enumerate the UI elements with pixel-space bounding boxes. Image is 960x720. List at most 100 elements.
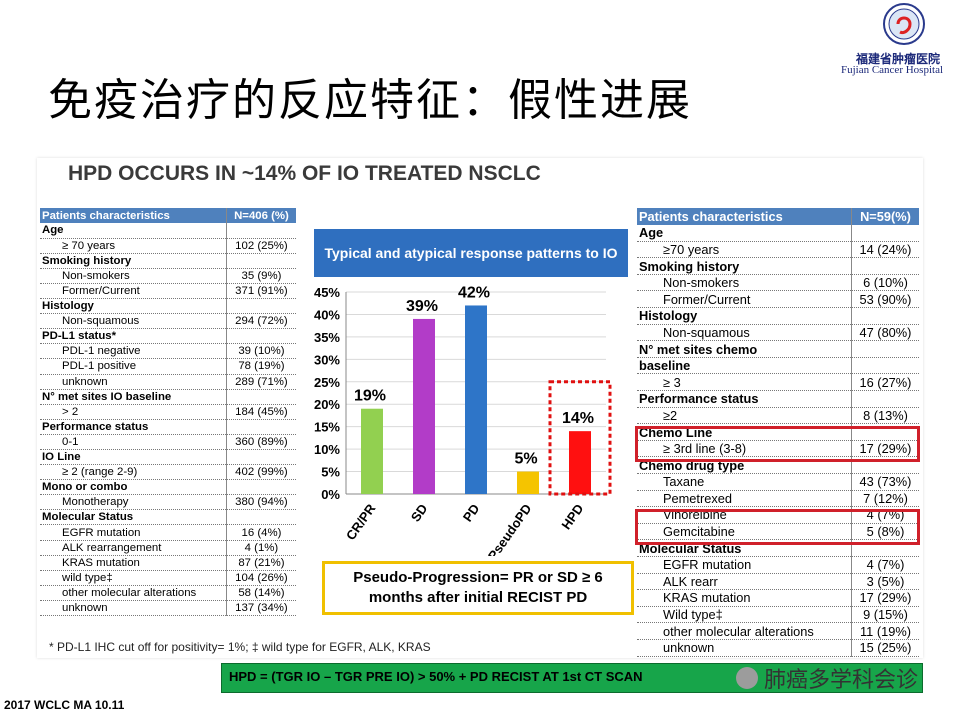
row-value: [226, 449, 296, 466]
row-label: Wild type‡: [637, 606, 852, 624]
section-row: Performance status: [637, 390, 919, 408]
panel-title: HPD OCCURS IN ~14% OF IO TREATED NSCLC: [68, 162, 541, 185]
row-label: Molecular Status: [40, 509, 227, 526]
row-label: Smoking history: [637, 257, 852, 275]
row-label: baseline: [637, 357, 852, 375]
section-row: Histology: [40, 298, 296, 315]
row-label: Age: [40, 223, 227, 239]
row-label: Performance status: [637, 390, 852, 408]
table-row: KRAS mutation 87 (21%): [40, 555, 296, 571]
y-tick-label: 30%: [314, 352, 340, 367]
row-label: Non-squamous: [40, 313, 227, 330]
section-row: Performance status: [40, 419, 296, 435]
row-label: KRAS mutation: [637, 589, 852, 607]
row-value: 47 (80%): [851, 324, 919, 342]
table-row: unknown 15 (25%): [637, 639, 919, 657]
row-label: Performance status: [40, 419, 227, 435]
row-value: 402 (99%): [226, 464, 296, 481]
table-row: unknown 289 (71%): [40, 374, 296, 390]
y-tick-label: 15%: [314, 420, 340, 435]
table-row: ≥ 2 (range 2-9) 402 (99%): [40, 464, 296, 481]
bar-pd: [465, 305, 487, 494]
row-label: Non-smokers: [637, 274, 852, 292]
row-label: ≥ 70 years: [40, 238, 227, 254]
row-value: 104 (26%): [226, 570, 296, 586]
table-row: Former/Current 53 (90%): [637, 290, 919, 309]
hpd-definition-bar: [221, 663, 923, 693]
row-label: EGFR mutation: [637, 556, 852, 574]
row-value: 6 (10%): [851, 274, 919, 292]
table-row: unknown 137 (34%): [40, 600, 296, 617]
wechat-watermark: 肺癌多学科会诊: [736, 663, 936, 693]
row-value: 137 (34%): [226, 600, 296, 617]
table-row: PDL-1 positive 78 (19%): [40, 358, 296, 375]
section-row: baseline: [637, 357, 919, 375]
row-label: EGFR mutation: [40, 524, 227, 541]
row-label: Mono or combo: [40, 479, 227, 496]
table-row: Monotherapy 380 (94%): [40, 494, 296, 511]
vinorelbine-gemcitabine-highlight: [635, 509, 920, 545]
row-value: [851, 224, 919, 242]
footer-citation: 2017 WCLC MA 10.11: [4, 698, 125, 712]
row-label: ≥70 years: [637, 241, 852, 259]
right-header-value: N=59(%): [851, 208, 919, 225]
row-label: N° met sites IO baseline: [40, 389, 227, 405]
right-header-label: Patients characteristics: [637, 208, 852, 225]
row-value: 4 (7%): [851, 556, 919, 574]
row-value: 289 (71%): [226, 374, 296, 390]
row-label: Histology: [40, 298, 227, 315]
data-label: 14%: [562, 410, 594, 427]
table-row: Non-smokers 6 (10%): [637, 274, 919, 292]
left-header-value: N=406 (%): [226, 208, 296, 224]
table-row: ≥70 years 14 (24%): [637, 241, 919, 259]
row-value: 9 (15%): [851, 606, 919, 624]
hpd-highlight-box: [548, 380, 612, 496]
row-value: 294 (72%): [226, 313, 296, 330]
table-row: KRAS mutation 17 (29%): [637, 589, 919, 607]
hospital-name-en: Fujian Cancer Hospital: [840, 64, 944, 76]
table-row: ALK rearr 3 (5%): [637, 573, 919, 591]
row-label: Former/Current: [40, 283, 227, 300]
row-label: Age: [637, 224, 852, 242]
row-label: ALK rearrangement: [40, 540, 227, 556]
row-value: 17 (29%): [851, 440, 919, 458]
row-value: 7 (12%): [851, 490, 919, 508]
section-row: IO Line: [40, 449, 296, 466]
row-label: ≥ 2 (range 2-9): [40, 464, 227, 481]
row-label: Non-squamous: [637, 324, 852, 342]
row-value: [851, 340, 919, 358]
response-pattern-bar-chart: 0% 5% 10% 15% 20% 25% 30% 35% 40% 45% 19% CR/PR 39% S…: [314, 284, 612, 556]
row-value: 16 (4%): [226, 524, 296, 541]
row-value: [851, 257, 919, 275]
row-label: unknown: [40, 374, 227, 390]
x-tick-label: PD: [460, 501, 483, 524]
row-label: Former/Current: [637, 290, 852, 309]
row-value: 58 (14%): [226, 585, 296, 601]
row-value: [226, 389, 296, 405]
row-value: 102 (25%): [226, 238, 296, 254]
row-value: 5 (8%): [851, 523, 919, 541]
y-tick-label: 45%: [314, 285, 340, 300]
table-row: > 2 184 (45%): [40, 404, 296, 420]
row-value: 14 (24%): [851, 241, 919, 259]
section-row: N° met sites IO baseline: [40, 389, 296, 405]
row-label: wild type‡: [40, 570, 227, 586]
table-row: Non-squamous 47 (80%): [637, 324, 919, 342]
bar-hpd: [569, 431, 591, 494]
row-value: 35 (9%): [226, 268, 296, 284]
row-value: [851, 307, 919, 325]
row-label: Non-smokers: [40, 268, 227, 284]
row-label: Histology: [637, 307, 852, 325]
table-row: 0-1 360 (89%): [40, 434, 296, 451]
pseudo-progression-box: Pseudo-Progression= PR or SD ≥ 6 months …: [322, 561, 634, 615]
right-table-header: Patients characteristics N=59(%): [637, 208, 919, 225]
y-tick-label: 25%: [314, 375, 340, 390]
row-value: [226, 223, 296, 239]
row-label: Monotherapy: [40, 494, 227, 511]
row-label: 0-1: [40, 434, 227, 451]
section-row: Age: [637, 224, 919, 242]
row-value: [226, 253, 296, 269]
table-row: ≥ 3rd line (3-8) 17 (29%): [637, 440, 919, 458]
chemo-line-highlight: [635, 426, 920, 462]
row-value: 15 (25%): [851, 639, 919, 657]
